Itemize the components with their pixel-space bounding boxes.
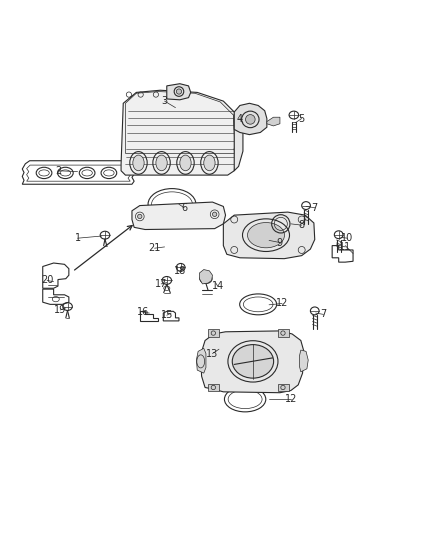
Text: 7: 7 — [320, 309, 327, 319]
Polygon shape — [234, 114, 243, 171]
Text: 15: 15 — [161, 310, 173, 320]
Ellipse shape — [246, 115, 255, 124]
Polygon shape — [201, 331, 304, 393]
Polygon shape — [132, 202, 226, 230]
Ellipse shape — [133, 155, 144, 171]
Text: 4: 4 — [237, 114, 243, 124]
Text: 21: 21 — [148, 243, 161, 253]
Text: 18: 18 — [174, 266, 186, 276]
Ellipse shape — [177, 89, 182, 94]
Text: 2: 2 — [55, 166, 61, 176]
Text: 19: 19 — [54, 305, 66, 315]
Polygon shape — [167, 84, 191, 100]
Text: 5: 5 — [299, 114, 305, 124]
Text: 8: 8 — [299, 220, 305, 230]
Text: 3: 3 — [162, 96, 168, 106]
Text: 11: 11 — [339, 242, 351, 252]
Text: 6: 6 — [181, 203, 187, 213]
Ellipse shape — [202, 276, 209, 281]
Polygon shape — [300, 350, 308, 372]
Text: 10: 10 — [341, 233, 353, 243]
Text: 16: 16 — [137, 307, 149, 317]
Text: 20: 20 — [41, 276, 53, 286]
Polygon shape — [267, 117, 280, 126]
Text: 17: 17 — [155, 279, 167, 289]
Polygon shape — [234, 103, 267, 135]
Text: 14: 14 — [212, 281, 224, 291]
Polygon shape — [196, 349, 206, 373]
Text: 1: 1 — [74, 233, 81, 243]
Ellipse shape — [212, 212, 217, 216]
Ellipse shape — [232, 345, 274, 378]
Ellipse shape — [156, 155, 167, 171]
Ellipse shape — [138, 214, 142, 219]
Text: 12: 12 — [285, 394, 297, 404]
Ellipse shape — [204, 155, 215, 171]
Polygon shape — [223, 212, 315, 259]
Bar — [278, 329, 289, 337]
Polygon shape — [121, 90, 239, 175]
Polygon shape — [199, 270, 212, 284]
Text: 9: 9 — [277, 238, 283, 247]
Ellipse shape — [247, 223, 285, 248]
Ellipse shape — [180, 155, 191, 171]
Text: 12: 12 — [276, 298, 288, 309]
Text: 13: 13 — [206, 349, 219, 359]
Bar — [208, 329, 219, 337]
Text: 7: 7 — [311, 203, 318, 213]
Bar — [208, 384, 219, 391]
Bar — [278, 384, 289, 391]
